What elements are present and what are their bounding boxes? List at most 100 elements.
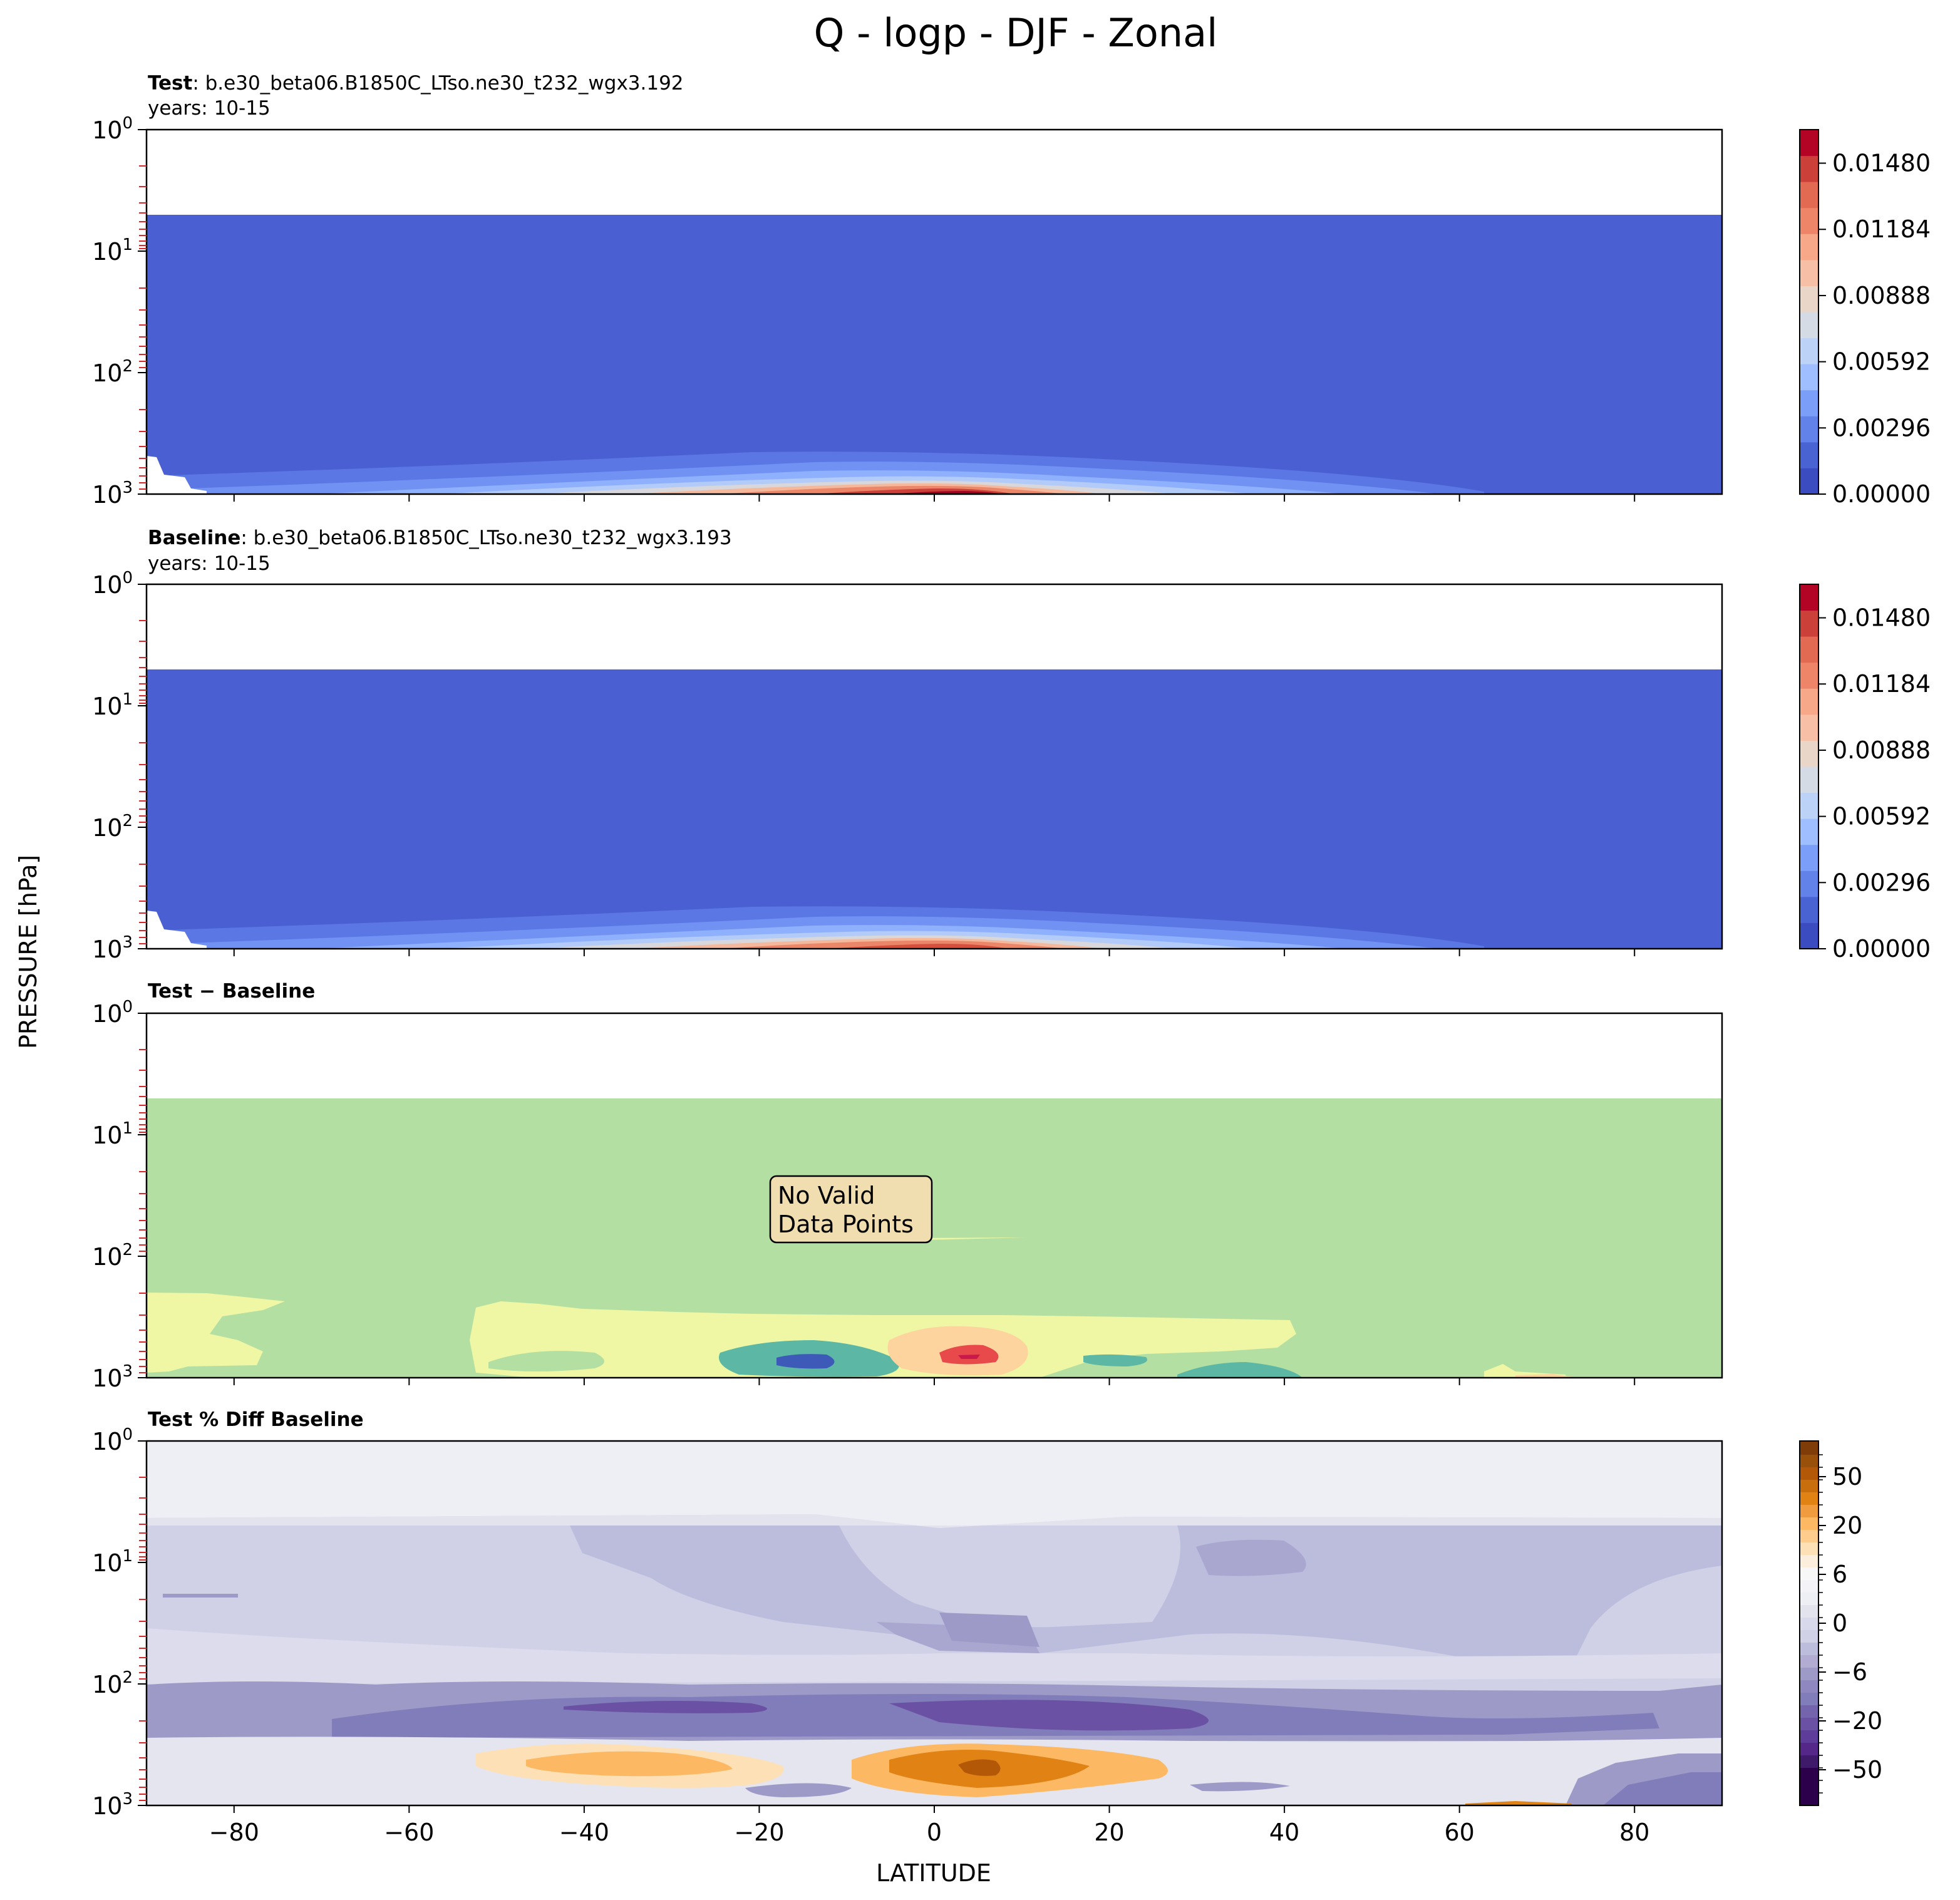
x-ticks-pctdiff: −80 −60 −40 −20 0 20 40 60 80 [209, 1805, 1649, 1846]
x-tick-label: −40 [559, 1819, 609, 1846]
colorbar-tick-label: 0.01184 [1832, 670, 1931, 698]
diff-teal-3 [1177, 1362, 1302, 1378]
annotation-line-2: Data Points [778, 1211, 914, 1238]
y-tick-label: 102 [92, 357, 133, 387]
y-tick-label: 101 [92, 1119, 133, 1149]
colorbar-segment [1800, 155, 1818, 182]
colorbar-tick-label: 0.01480 [1832, 150, 1931, 177]
annotation-line-1: No Valid [778, 1182, 875, 1209]
colorbar-segment [1800, 441, 1818, 468]
pct-darkest-core [564, 1700, 1209, 1731]
colorbar-segment [1800, 364, 1818, 391]
colorbar-segment [1800, 662, 1818, 689]
contour-field-baseline [147, 584, 1722, 949]
figure-title: Q - logp - DJF - Zonal [814, 10, 1218, 56]
minor-ticks-baseline [139, 620, 147, 944]
colorbar-tick-label: −20 [1832, 1707, 1882, 1735]
colorbar-tick-label: 0.01184 [1832, 215, 1931, 243]
colorbar-frame [1799, 129, 1819, 495]
panel-title-rest: : b.e30_beta06.B1850C_LTso.ne30_t232_wgx… [240, 527, 731, 549]
no-valid-data-annotation: No Valid Data Points [769, 1175, 933, 1244]
y-tick-label: 100 [92, 569, 133, 599]
colorbar-tick-label: 0.00000 [1832, 480, 1931, 508]
x-ticks-test [233, 494, 1636, 502]
colorbar-tick-label: 0 [1832, 1609, 1847, 1637]
colorbar-baseline: 0.00000 0.00296 0.00592 0.00888 0.01184 0.014… [1799, 584, 1931, 963]
pct-positive-right [1465, 1801, 1572, 1805]
colorbar-tick-label: −6 [1832, 1658, 1867, 1686]
colorbar-segment [1800, 207, 1818, 234]
colorbar-tick-label: 0.00296 [1832, 414, 1931, 441]
colorbar-pctdiff: −50 −20 −6 0 6 20 50 [1799, 1440, 1882, 1806]
contour-field-diff [147, 1013, 1722, 1378]
pct-moderate-4 [939, 1613, 1039, 1647]
y-ticks-pctdiff: 100 101 102 103 [92, 1425, 147, 1820]
colorbar-tick-label: −50 [1832, 1756, 1882, 1784]
pct-negative-right-core [1603, 1772, 1722, 1805]
colorbar-segment [1800, 312, 1818, 339]
x-ticks-baseline [233, 949, 1636, 956]
x-tick-label: −60 [384, 1819, 434, 1846]
colorbar-tick-label: 50 [1832, 1463, 1862, 1490]
pct-moderate-3 [1196, 1539, 1306, 1576]
diff-magenta-1 [958, 1355, 980, 1359]
panel-subtitle-baseline: years: 10-15 [148, 552, 271, 575]
colorbar-segment [1800, 130, 1818, 157]
diff-blue-1 [776, 1354, 835, 1369]
colorbar-tick-label: 6 [1832, 1561, 1847, 1588]
panel-title-rest: : b.e30_beta06.B1850C_LTso.ne30_t232_wgx… [192, 72, 683, 95]
colorbar-segment [1800, 714, 1818, 741]
colorbar-tick-label: 20 [1832, 1512, 1862, 1539]
diff-neutral-patch [488, 1351, 604, 1371]
panel-title-diff: Test − Baseline [148, 980, 315, 1003]
moist-band-8 [827, 944, 1008, 949]
missing-region [147, 911, 207, 949]
colorbar-tick-label: 0.00296 [1832, 869, 1931, 896]
y-tick-label: 102 [92, 1668, 133, 1698]
panel-title-test: Test: b.e30_beta06.B1850C_LTso.ne30_t232… [148, 72, 684, 95]
colorbar-segment [1800, 468, 1818, 495]
panel-baseline: Baseline: b.e30_beta06.B1850C_LTso.ne30_… [92, 527, 1931, 963]
colorbar-segment [1800, 286, 1818, 312]
colorbar-tick-label: 0.00888 [1832, 736, 1931, 764]
y-tick-label: 101 [92, 690, 133, 720]
contour-field-test [147, 130, 1722, 494]
pct-light-band [147, 1628, 1722, 1685]
colorbar-segment [1800, 636, 1818, 663]
colorbar-segment [1800, 767, 1818, 793]
y-ticks-diff: 100 101 102 103 [92, 998, 147, 1392]
y-tick-label: 101 [92, 235, 133, 266]
x-tick-label: 60 [1444, 1819, 1474, 1846]
missing-region [147, 456, 207, 494]
colorbar-test: 0.00000 0.00296 0.00592 0.00888 0.01184 0.014… [1799, 129, 1931, 508]
y-tick-label: 103 [92, 1790, 133, 1820]
colorbar-segment [1800, 740, 1818, 767]
pct-positive-left-core [526, 1751, 733, 1777]
y-tick-label: 100 [92, 1425, 133, 1455]
y-tick-label: 102 [92, 812, 133, 842]
y-tick-label: 103 [92, 1362, 133, 1392]
diff-red-1 [939, 1345, 999, 1365]
colorbar-tick-label: 0.00592 [1832, 348, 1931, 376]
colorbar-segment [1800, 688, 1818, 715]
colorbar-segment [1800, 610, 1818, 637]
x-tick-label: −80 [209, 1819, 259, 1846]
colorbar-segment [1800, 792, 1818, 819]
minor-ticks-diff [139, 1049, 147, 1373]
y-tick-label: 102 [92, 1241, 133, 1271]
panel-title-baseline: Baseline: b.e30_beta06.B1850C_LTso.ne30_… [148, 527, 732, 549]
y-tick-label: 103 [92, 933, 133, 963]
colorbar-pctdiff-minor-ticks [1818, 1454, 1823, 1794]
colorbar-frame [1799, 584, 1819, 949]
minor-ticks-pctdiff [139, 1477, 147, 1801]
colorbar-segment [1800, 870, 1818, 897]
x-tick-label: −20 [734, 1819, 784, 1846]
panel-subtitle-test: years: 10-15 [148, 97, 271, 120]
colorbar-segment [1800, 259, 1818, 286]
minor-ticks-test [139, 165, 147, 490]
colorbar-pctdiff-segments [1800, 1441, 1818, 1805]
x-tick-label: 0 [927, 1819, 942, 1846]
panel-pctdiff: Test % Diff Baseline [92, 1408, 1882, 1846]
